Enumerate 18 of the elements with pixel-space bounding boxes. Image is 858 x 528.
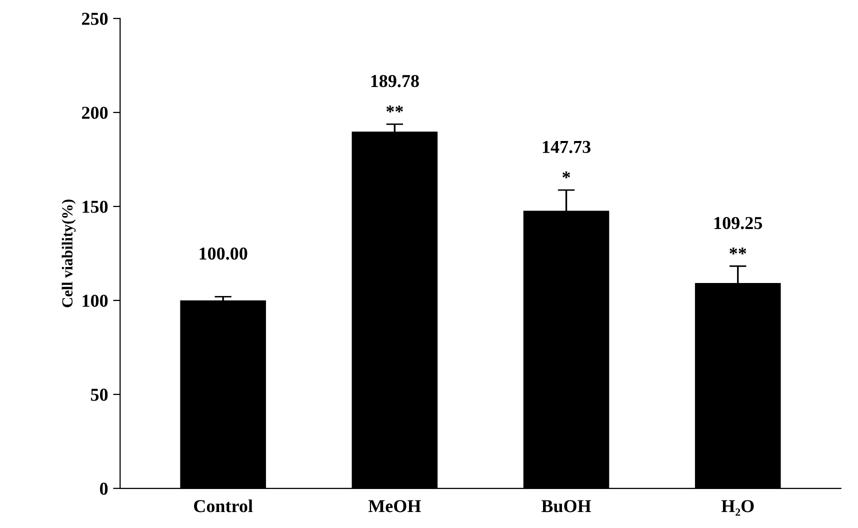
data-label: 189.78: [371, 74, 419, 88]
y-tick-label: 250: [82, 12, 108, 25]
y-tick-label: 50: [90, 388, 108, 401]
data-label: 100.00: [200, 247, 248, 260]
y-tick-label: 0: [100, 482, 108, 495]
x-tick-label: MeOH: [368, 500, 421, 512]
y-tick-label: 100: [82, 294, 108, 307]
annotation: *: [562, 172, 570, 178]
data-label: 147.73: [542, 140, 590, 154]
annotation: **: [386, 106, 403, 112]
y-tick-label: 150: [82, 200, 108, 213]
x-tick-label: H₂O: [721, 500, 754, 516]
y-axis-title: Cell viability(%): [62, 200, 76, 308]
data-label: 109.25: [714, 216, 762, 230]
x-tick-label: BuOH: [541, 500, 592, 512]
annotation: **: [730, 248, 746, 254]
y-tick-label: 200: [82, 106, 108, 119]
x-tick-label: Control: [194, 500, 253, 512]
